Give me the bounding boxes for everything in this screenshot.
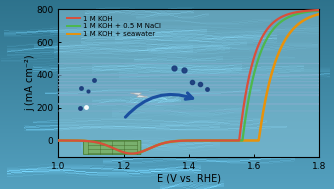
FancyBboxPatch shape [84,140,141,154]
Polygon shape [130,93,148,97]
Y-axis label: j (mA cm⁻²): j (mA cm⁻²) [25,55,35,112]
Legend: 1 M KOH, 1 M KOH + 0.5 M NaCl, 1 M KOH + seawater: 1 M KOH, 1 M KOH + 0.5 M NaCl, 1 M KOH +… [64,13,163,40]
X-axis label: E (V vs. RHE): E (V vs. RHE) [157,174,221,184]
